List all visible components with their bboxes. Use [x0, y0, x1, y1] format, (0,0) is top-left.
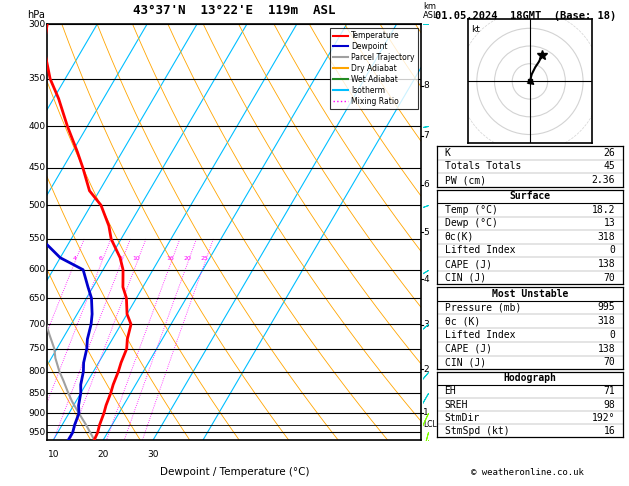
Text: 13: 13 — [604, 218, 615, 228]
Text: Mixing Ratio (g/kg): Mixing Ratio (g/kg) — [438, 192, 447, 272]
Text: K: K — [445, 148, 450, 157]
Text: Lifted Index: Lifted Index — [445, 245, 515, 256]
Text: Most Unstable: Most Unstable — [492, 289, 568, 298]
Text: Dewpoint / Temperature (°C): Dewpoint / Temperature (°C) — [160, 467, 309, 477]
Text: 600: 600 — [28, 265, 45, 274]
Text: hPa: hPa — [28, 10, 45, 20]
Text: SREH: SREH — [445, 399, 468, 410]
Text: 138: 138 — [598, 259, 615, 269]
Text: 900: 900 — [28, 409, 45, 418]
Text: 71: 71 — [604, 386, 615, 397]
Text: θc(K): θc(K) — [445, 232, 474, 242]
Text: 16: 16 — [604, 426, 615, 436]
Text: 16: 16 — [167, 256, 174, 261]
Legend: Temperature, Dewpoint, Parcel Trajectory, Dry Adiabat, Wet Adiabat, Isotherm, Mi: Temperature, Dewpoint, Parcel Trajectory… — [330, 28, 418, 109]
Text: CIN (J): CIN (J) — [445, 273, 486, 282]
Text: kt: kt — [472, 25, 481, 34]
Text: 20: 20 — [97, 450, 109, 459]
Text: 18.2: 18.2 — [592, 205, 615, 215]
Text: 350: 350 — [28, 74, 45, 84]
Text: Temp (°C): Temp (°C) — [445, 205, 498, 215]
Text: θc (K): θc (K) — [445, 316, 480, 326]
Text: 318: 318 — [598, 316, 615, 326]
Text: © weatheronline.co.uk: © weatheronline.co.uk — [470, 468, 584, 477]
Text: Surface: Surface — [509, 191, 550, 201]
Text: 2: 2 — [423, 365, 429, 374]
Text: 5: 5 — [423, 228, 429, 237]
Text: 30: 30 — [147, 450, 159, 459]
Text: 70: 70 — [604, 273, 615, 282]
Text: StmDir: StmDir — [445, 413, 480, 423]
Text: 98: 98 — [604, 399, 615, 410]
Text: 0: 0 — [610, 330, 615, 340]
Text: 700: 700 — [28, 320, 45, 329]
Text: 25: 25 — [201, 256, 208, 261]
Text: StmSpd (kt): StmSpd (kt) — [445, 426, 509, 436]
Text: 4: 4 — [423, 275, 429, 283]
Text: 995: 995 — [598, 302, 615, 312]
Text: 45: 45 — [604, 161, 615, 172]
Text: PW (cm): PW (cm) — [445, 175, 486, 185]
Text: 500: 500 — [28, 201, 45, 209]
Text: 850: 850 — [28, 389, 45, 398]
Text: LCL: LCL — [423, 420, 437, 430]
Text: 10: 10 — [48, 450, 59, 459]
Text: 300: 300 — [28, 20, 45, 29]
Text: 138: 138 — [598, 344, 615, 354]
Text: 800: 800 — [28, 367, 45, 376]
Text: CAPE (J): CAPE (J) — [445, 344, 492, 354]
Text: 70: 70 — [604, 358, 615, 367]
Text: 650: 650 — [28, 294, 45, 303]
Text: 26: 26 — [604, 148, 615, 157]
Text: 400: 400 — [28, 122, 45, 131]
Text: CIN (J): CIN (J) — [445, 358, 486, 367]
Text: 4: 4 — [72, 256, 76, 261]
Text: 6: 6 — [423, 180, 429, 189]
Text: CAPE (J): CAPE (J) — [445, 259, 492, 269]
Text: 8: 8 — [423, 81, 429, 90]
Text: km
ASL: km ASL — [423, 2, 439, 20]
Text: 550: 550 — [28, 234, 45, 243]
Text: 20: 20 — [184, 256, 191, 261]
Text: 192°: 192° — [592, 413, 615, 423]
Text: 7: 7 — [423, 131, 429, 140]
Text: EH: EH — [445, 386, 456, 397]
Text: 6: 6 — [99, 256, 103, 261]
Text: 3: 3 — [423, 320, 429, 330]
Text: Pressure (mb): Pressure (mb) — [445, 302, 521, 312]
Text: 8: 8 — [119, 256, 123, 261]
Text: Dewp (°C): Dewp (°C) — [445, 218, 498, 228]
Text: Hodograph: Hodograph — [503, 373, 557, 383]
Text: 01.05.2024  18GMT  (Base: 18): 01.05.2024 18GMT (Base: 18) — [435, 11, 616, 21]
Text: Lifted Index: Lifted Index — [445, 330, 515, 340]
Text: Totals Totals: Totals Totals — [445, 161, 521, 172]
Text: 10: 10 — [133, 256, 140, 261]
Text: 950: 950 — [28, 428, 45, 437]
Text: 0: 0 — [610, 245, 615, 256]
Text: 450: 450 — [28, 163, 45, 173]
Text: 318: 318 — [598, 232, 615, 242]
Text: 2.36: 2.36 — [592, 175, 615, 185]
Text: 1: 1 — [423, 408, 429, 417]
Text: 750: 750 — [28, 344, 45, 353]
Text: 43°37'N  13°22'E  119m  ASL: 43°37'N 13°22'E 119m ASL — [133, 4, 335, 17]
